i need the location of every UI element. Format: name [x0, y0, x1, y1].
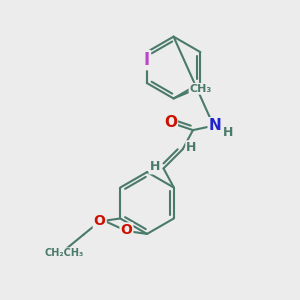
- Text: O: O: [164, 115, 177, 130]
- Text: O: O: [121, 224, 132, 237]
- Text: CH₂CH₃: CH₂CH₃: [45, 248, 84, 258]
- Text: H: H: [223, 126, 233, 139]
- Text: CH₃: CH₃: [190, 84, 212, 94]
- Text: H: H: [186, 141, 197, 154]
- Text: I: I: [144, 51, 150, 69]
- Text: O: O: [94, 214, 106, 228]
- Text: H: H: [149, 160, 160, 173]
- Text: N: N: [209, 118, 221, 133]
